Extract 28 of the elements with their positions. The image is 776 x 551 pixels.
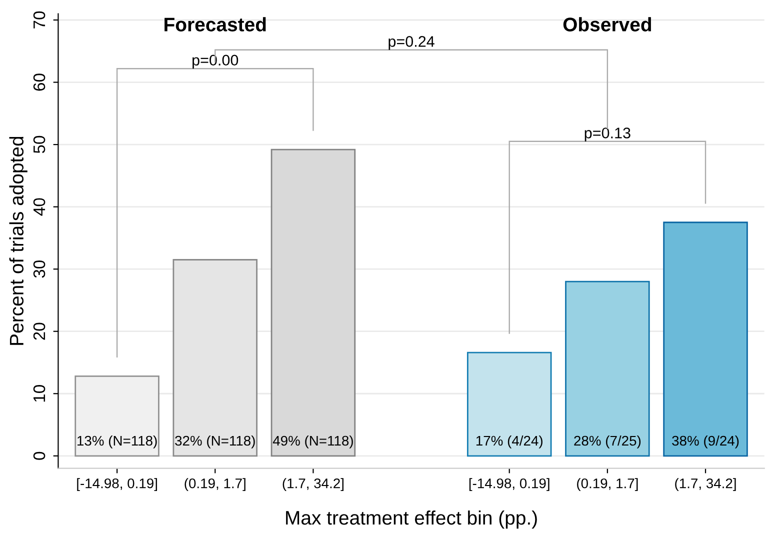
annotation: p=0.00 [192, 54, 238, 69]
y-tick-label: 20 [33, 322, 46, 340]
y-tick-label: 40 [33, 198, 46, 216]
y-tick-label: 50 [33, 136, 46, 154]
y-axis-title: Percent of trials adopted [9, 136, 28, 345]
annotation: Observed [563, 17, 652, 32]
x-tick-label: (0.19, 1.7] [184, 478, 246, 492]
data-label: 17% (4/24) [476, 435, 542, 448]
data-label: 32% (N=118) [175, 435, 255, 448]
x-tick-label: [-14.98, 0.19] [469, 478, 550, 492]
x-tick-label: (0.19, 1.7] [577, 478, 638, 492]
y-tick-label: 70 [33, 11, 46, 28]
y-tick-label: 10 [33, 385, 46, 402]
data-label: 28% (7/25) [574, 435, 641, 448]
y-tick-label: 30 [33, 260, 46, 278]
bar [466, 352, 552, 457]
data-label: 49% (N=118) [272, 435, 353, 448]
annotation: p=0.24 [388, 36, 434, 50]
annotation: p=0.13 [584, 128, 630, 142]
annotation: Forecasted [164, 17, 266, 32]
x-tick-label: [-14.98, 0.19] [77, 478, 157, 492]
y-tick-label: 0 [33, 452, 46, 460]
x-axis-title: Max treatment effect bin (pp.) [286, 510, 537, 529]
x-tick-label: (1.7, 34.2] [675, 478, 736, 492]
x-tick-label: (1.7, 34.2] [282, 478, 344, 492]
data-label: 38% (9/24) [672, 435, 739, 448]
data-label: 13% (N=118) [78, 435, 157, 448]
y-tick-label: 60 [33, 74, 46, 91]
